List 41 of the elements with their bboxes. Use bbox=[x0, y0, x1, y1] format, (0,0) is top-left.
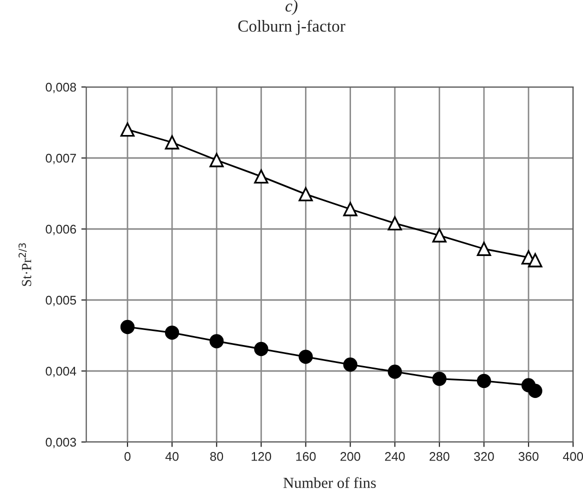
chart-title: Colburn j-factor bbox=[238, 20, 346, 36]
x-tick-label: 0 bbox=[124, 452, 130, 461]
x-axis-title: Number of fins bbox=[283, 477, 376, 488]
y-tick-label: 0,005 bbox=[46, 296, 76, 306]
x-tick-label: 120 bbox=[252, 452, 272, 461]
y-axis-title: St·Pr$^{2/3}$ bbox=[18, 243, 32, 286]
point bbox=[254, 169, 268, 184]
y-tick-label: 0,004 bbox=[46, 366, 76, 378]
point bbox=[432, 372, 446, 386]
x-tick-label: 320 bbox=[474, 452, 494, 461]
point bbox=[164, 135, 180, 150]
point bbox=[476, 374, 492, 388]
y-tick-label: 0,003 bbox=[46, 438, 76, 448]
y-tick-label: 0,006 bbox=[46, 224, 76, 236]
point bbox=[120, 122, 135, 137]
x-tick-label: 80 bbox=[210, 452, 224, 461]
x-tick-label: 360 bbox=[518, 452, 538, 461]
text: c) bbox=[286, 0, 298, 16]
x-tick-label: 280 bbox=[430, 452, 450, 461]
point bbox=[388, 364, 402, 379]
x-tick-label: 160 bbox=[296, 452, 316, 461]
point bbox=[210, 153, 224, 168]
point bbox=[343, 202, 358, 216]
point bbox=[210, 334, 224, 348]
y-tick-label: 0,007 bbox=[46, 154, 76, 164]
point bbox=[164, 326, 180, 340]
x-tick-label: 400 bbox=[562, 452, 583, 461]
point bbox=[528, 253, 542, 268]
y-tick-label: 0,008 bbox=[46, 82, 76, 94]
point bbox=[120, 320, 135, 334]
point bbox=[388, 216, 402, 230]
point bbox=[528, 384, 542, 398]
point bbox=[432, 228, 446, 242]
point bbox=[476, 242, 492, 256]
x-tick-label: 240 bbox=[385, 452, 405, 461]
x-tick-label: 40 bbox=[165, 452, 179, 461]
x-tick-label: 200 bbox=[340, 452, 360, 461]
point bbox=[343, 358, 358, 372]
point bbox=[298, 187, 313, 202]
point bbox=[254, 342, 268, 356]
point bbox=[298, 350, 313, 364]
